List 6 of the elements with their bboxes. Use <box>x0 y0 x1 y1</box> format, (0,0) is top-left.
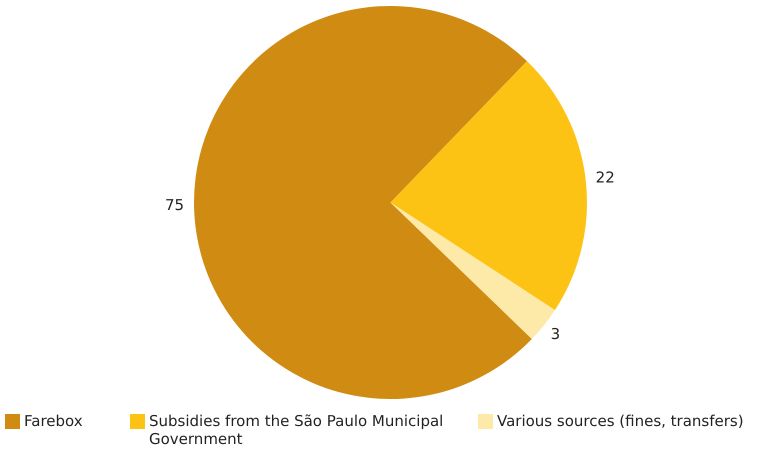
data-label: 22 <box>596 168 615 187</box>
data-label: 75 <box>164 196 184 214</box>
legend-label: Subsidies from the São Paulo Municipal Government <box>149 412 444 448</box>
data-label: 3 <box>550 324 560 343</box>
legend-label: Farebox <box>24 412 83 430</box>
legend-label: Various sources (fines, transfers) <box>497 412 744 430</box>
